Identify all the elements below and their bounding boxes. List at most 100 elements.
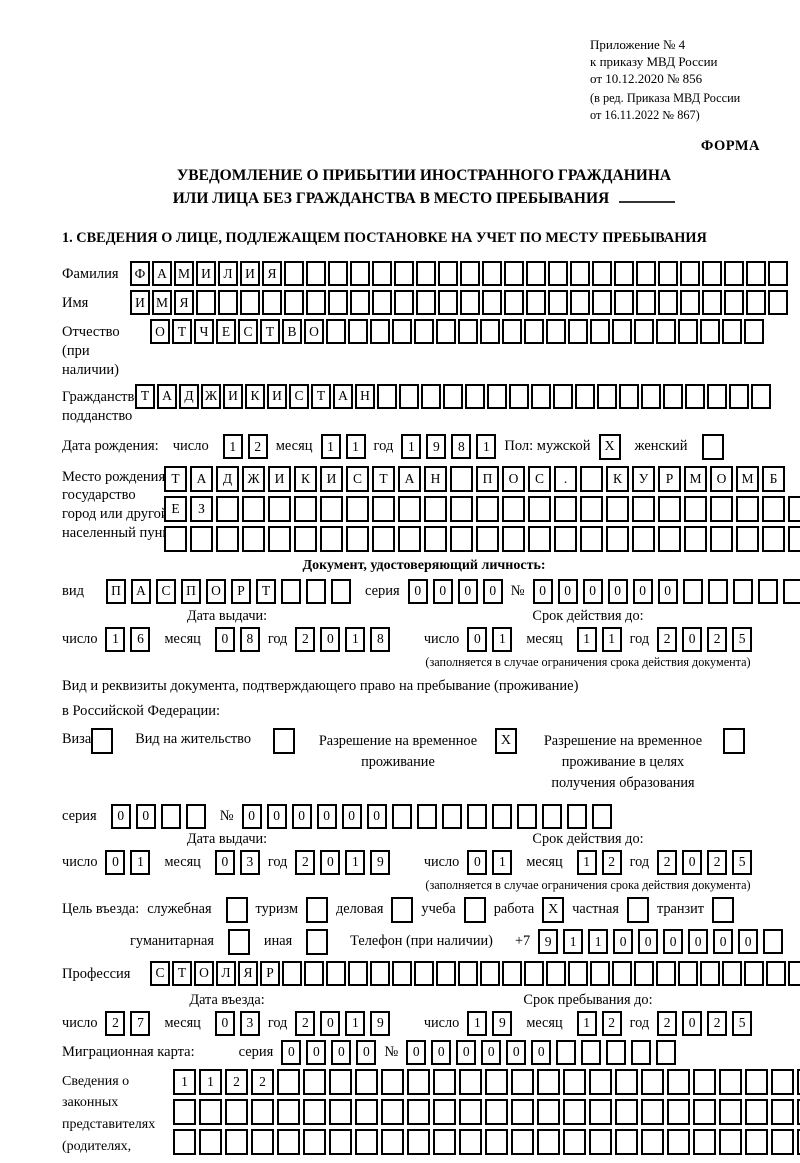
- form-cell[interactable]: [459, 1128, 482, 1155]
- form-cell[interactable]: А: [152, 261, 172, 287]
- form-cell[interactable]: [636, 261, 656, 287]
- form-cell[interactable]: [346, 495, 369, 522]
- form-cell[interactable]: [757, 578, 778, 604]
- purpose-study-checkbox[interactable]: [463, 896, 486, 923]
- form-cell[interactable]: [502, 319, 522, 345]
- form-cell[interactable]: Б: [762, 465, 785, 492]
- temp-residence-education-checkbox[interactable]: [722, 728, 745, 755]
- form-cell[interactable]: Я: [238, 960, 258, 986]
- form-cell[interactable]: [606, 525, 629, 552]
- form-cell[interactable]: [458, 960, 478, 986]
- form-cell[interactable]: 0: [713, 929, 734, 955]
- form-cell[interactable]: 0: [467, 849, 488, 875]
- form-cell[interactable]: [414, 960, 434, 986]
- form-cell[interactable]: [563, 1128, 586, 1155]
- form-cell[interactable]: [502, 960, 522, 986]
- form-cell[interactable]: [320, 525, 343, 552]
- form-cell[interactable]: 0: [467, 626, 488, 652]
- form-cell[interactable]: [502, 525, 525, 552]
- form-cell[interactable]: 2: [707, 1010, 728, 1036]
- form-cell[interactable]: [619, 383, 639, 409]
- form-cell[interactable]: [641, 1068, 664, 1095]
- form-cell[interactable]: 0: [407, 578, 428, 604]
- form-cell[interactable]: [394, 290, 414, 316]
- form-cell[interactable]: [722, 319, 742, 345]
- form-cell[interactable]: [350, 261, 370, 287]
- form-cell[interactable]: [326, 960, 346, 986]
- form-cell[interactable]: [663, 383, 683, 409]
- form-cell[interactable]: С: [346, 465, 369, 492]
- form-cell[interactable]: [782, 578, 800, 604]
- form-cell[interactable]: [372, 495, 395, 522]
- form-cell[interactable]: [570, 261, 590, 287]
- form-cell[interactable]: [280, 578, 301, 604]
- form-cell[interactable]: [164, 525, 187, 552]
- form-cell[interactable]: Н: [424, 465, 447, 492]
- form-cell[interactable]: 1: [576, 1010, 597, 1036]
- form-cell[interactable]: [416, 261, 436, 287]
- form-cell[interactable]: А: [398, 465, 421, 492]
- form-cell[interactable]: 0: [356, 1039, 377, 1065]
- form-cell[interactable]: [450, 495, 473, 522]
- form-cell[interactable]: Е: [164, 495, 187, 522]
- form-cell[interactable]: [744, 319, 764, 345]
- form-cell[interactable]: [216, 525, 239, 552]
- form-cell[interactable]: [262, 290, 282, 316]
- form-cell[interactable]: [680, 290, 700, 316]
- form-cell[interactable]: [736, 495, 759, 522]
- form-cell[interactable]: [436, 960, 456, 986]
- form-cell[interactable]: 0: [341, 803, 362, 829]
- form-cell[interactable]: [566, 803, 587, 829]
- form-cell[interactable]: [487, 383, 507, 409]
- form-cell[interactable]: 0: [214, 1010, 235, 1036]
- form-cell[interactable]: 8: [239, 626, 260, 652]
- form-cell[interactable]: [766, 960, 786, 986]
- form-cell[interactable]: [528, 525, 551, 552]
- form-cell[interactable]: [546, 960, 566, 986]
- form-cell[interactable]: Ж: [201, 383, 221, 409]
- form-cell[interactable]: Ч: [194, 319, 214, 345]
- purpose-humanitarian-checkbox[interactable]: [227, 928, 250, 955]
- form-cell[interactable]: [563, 1068, 586, 1095]
- form-cell[interactable]: [729, 383, 749, 409]
- form-cell[interactable]: [350, 290, 370, 316]
- form-cell[interactable]: Р: [658, 465, 681, 492]
- form-cell[interactable]: 0: [266, 803, 287, 829]
- form-cell[interactable]: 0: [320, 849, 341, 875]
- form-cell[interactable]: [407, 1098, 430, 1125]
- form-cell[interactable]: 0: [281, 1039, 302, 1065]
- form-cell[interactable]: [722, 960, 742, 986]
- form-cell[interactable]: 0: [657, 578, 678, 604]
- form-cell[interactable]: Т: [172, 319, 192, 345]
- form-cell[interactable]: 2: [657, 1010, 678, 1036]
- form-cell[interactable]: [433, 1098, 456, 1125]
- form-cell[interactable]: [632, 525, 655, 552]
- form-cell[interactable]: [328, 261, 348, 287]
- form-cell[interactable]: [485, 1128, 508, 1155]
- form-cell[interactable]: 1: [345, 1010, 366, 1036]
- form-cell[interactable]: 2: [707, 626, 728, 652]
- form-cell[interactable]: [631, 1039, 652, 1065]
- form-cell[interactable]: [537, 1068, 560, 1095]
- form-cell[interactable]: [693, 1068, 716, 1095]
- form-cell[interactable]: [615, 1128, 638, 1155]
- form-cell[interactable]: Т: [311, 383, 331, 409]
- form-cell[interactable]: 0: [110, 803, 131, 829]
- form-cell[interactable]: [348, 319, 368, 345]
- form-cell[interactable]: 2: [105, 1010, 126, 1036]
- form-cell[interactable]: Л: [216, 960, 236, 986]
- form-cell[interactable]: [424, 525, 447, 552]
- purpose-private-checkbox[interactable]: [626, 896, 649, 923]
- form-cell[interactable]: 2: [225, 1068, 248, 1095]
- form-cell[interactable]: [700, 960, 720, 986]
- form-cell[interactable]: У: [632, 465, 655, 492]
- form-cell[interactable]: [398, 525, 421, 552]
- form-cell[interactable]: [399, 383, 419, 409]
- form-cell[interactable]: [482, 290, 502, 316]
- form-cell[interactable]: [433, 1128, 456, 1155]
- form-cell[interactable]: [636, 290, 656, 316]
- form-cell[interactable]: [580, 525, 603, 552]
- form-cell[interactable]: 0: [663, 929, 684, 955]
- form-cell[interactable]: [277, 1098, 300, 1125]
- form-cell[interactable]: К: [606, 465, 629, 492]
